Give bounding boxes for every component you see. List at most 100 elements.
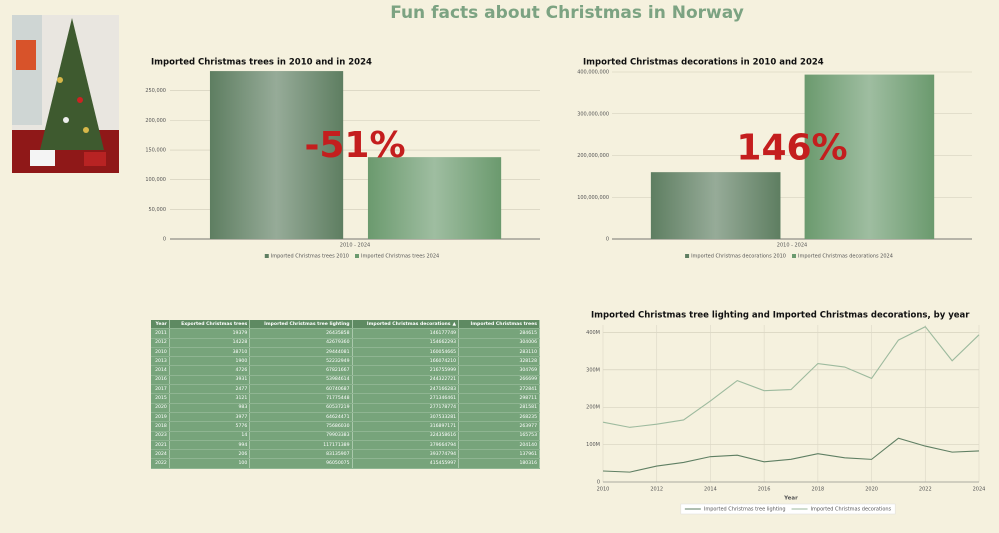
table-cell: 379664794 (352, 440, 460, 451)
column-header: Exported Christmas trees (169, 320, 251, 330)
table-cell: 277178774 (352, 403, 460, 413)
table-cell: 75686030 (249, 421, 353, 432)
legend: Imported Christmas decorations 2010 Impor… (685, 254, 893, 260)
legend-label: Imported Christmas tree lighting (704, 507, 786, 513)
table-cell: 2021 (151, 440, 170, 451)
table-cell: 316897171 (352, 421, 460, 432)
table-cell: 304769 (458, 365, 540, 376)
chart-title: Imported Christmas tree lighting and Imp… (591, 311, 970, 321)
annotation: -51% (304, 125, 405, 166)
table-cell: 284615 (458, 328, 540, 339)
table-cell: 1900 (169, 356, 251, 367)
table-row: 2011 19379 26435858 146177749 284615 (151, 328, 540, 339)
column-header: Year (151, 320, 170, 330)
column-header-text: Year (155, 321, 167, 327)
table-cell: 64624471 (249, 412, 353, 423)
table-cell: 38710 (169, 347, 251, 358)
table-cell: 146177749 (352, 328, 460, 339)
y-tick-label: 50,000 (149, 207, 167, 213)
table-cell: 266699 (458, 375, 540, 386)
y-tick-label: 400,000,000 (577, 70, 609, 76)
table-cell: 3977 (169, 412, 251, 423)
y-tick-label: 250,000 (145, 88, 166, 94)
table-cell: 307533281 (352, 412, 460, 423)
y-tick-label: 200,000,000 (577, 153, 609, 159)
table-cell: 154662293 (352, 338, 460, 348)
y-tick-label: 200,000 (145, 118, 166, 124)
chart-title: Imported Christmas trees in 2010 and in … (151, 58, 372, 68)
table-cell: 2011 (151, 328, 170, 339)
table-cell: 281581 (458, 403, 540, 413)
table-cell: 60740687 (249, 384, 353, 395)
legend-label: Imported Christmas decorations 2024 (798, 254, 893, 260)
table-cell: 3931 (169, 375, 251, 386)
legend-swatch (264, 254, 269, 258)
x-axis-label: Year (783, 496, 798, 502)
column-header-text: Imported Christmas tree lighting (264, 321, 350, 327)
legend-box (680, 503, 896, 515)
bar-shine (650, 172, 781, 239)
table-cell: 52232949 (249, 356, 353, 367)
legend-swatch (792, 254, 796, 258)
column-header: Imported Christmas trees (458, 320, 540, 330)
table-cell: 53984614 (249, 375, 353, 386)
legend-swatch (355, 254, 359, 258)
x-tick-label: 2018 (811, 487, 824, 493)
table-cell: 4726 (169, 365, 251, 376)
table-cell: 304006 (458, 338, 540, 348)
table-cell: 393774794 (352, 449, 460, 460)
table-row: 2022 100 96050075 415455997 180316 (151, 458, 540, 469)
table-cell: 29444081 (249, 347, 353, 358)
x-tick-label: 2022 (919, 487, 932, 493)
table-cell: 2018 (151, 421, 170, 432)
table-cell: 2013 (151, 356, 170, 367)
table-cell: 268235 (458, 412, 540, 423)
legend-label: Imported Christmas trees 2024 (361, 254, 439, 260)
x-tick-label: 2012 (650, 487, 663, 493)
page-title: Fun facts about Christmas in Norway (390, 3, 744, 23)
bar-shine (209, 71, 344, 239)
x-tick-label: 2020 (865, 487, 878, 493)
table-cell: 2017 (151, 384, 170, 395)
table-row: 2019 3977 64624471 307533281 268235 (151, 412, 540, 423)
table-cell: 60537219 (249, 403, 353, 413)
table-cell: 2019 (151, 412, 170, 423)
table-cell: 67821667 (249, 365, 353, 376)
table-cell: 206 (169, 449, 251, 460)
table-cell: 19379 (169, 328, 251, 339)
table-cell: 2022 (151, 458, 170, 469)
column-header-text: Imported Christmas decorations (366, 321, 451, 327)
table-cell: 165753 (458, 431, 540, 441)
table-row: 2012 14228 42679360 154662293 304006 (151, 338, 540, 348)
table-cell: 272841 (458, 384, 540, 395)
legend-label: Imported Christmas trees 2010 (271, 254, 349, 260)
table-row: 2016 3931 53984614 244322721 266699 (151, 375, 540, 386)
table-cell: 100 (169, 458, 251, 469)
table-cell: 2023 (151, 431, 170, 441)
table-cell: 71775448 (249, 393, 353, 404)
y-tick-label: 100,000,000 (577, 195, 609, 201)
y-tick-label: 150,000 (145, 148, 166, 154)
tree-photo (12, 15, 119, 173)
y-tick-label: 100M (586, 442, 600, 448)
table-cell: 166074210 (352, 356, 460, 367)
chart-title: Imported Christmas decorations in 2010 a… (583, 58, 824, 68)
table-cell: 5776 (169, 421, 251, 432)
legend-swatch (685, 254, 690, 258)
table-row: 2021 994 117171389 379664794 204140 (151, 440, 540, 451)
table-cell: 14228 (169, 338, 251, 348)
table-cell: 204140 (458, 440, 540, 451)
table-row: 2014 4726 67821667 216755999 304769 (151, 365, 540, 376)
table-cell: 298711 (458, 393, 540, 404)
table-cell: 180316 (458, 458, 540, 469)
table-cell: 79903383 (249, 431, 353, 441)
table-cell: 2024 (151, 449, 170, 460)
table-row: 2018 5776 75686030 316897171 263977 (151, 421, 540, 432)
table-cell: 994 (169, 440, 251, 451)
line-series (602, 326, 980, 428)
table-cell: 2020 (151, 403, 170, 413)
y-tick-label: 100,000 (145, 177, 166, 183)
line-series (602, 437, 980, 473)
